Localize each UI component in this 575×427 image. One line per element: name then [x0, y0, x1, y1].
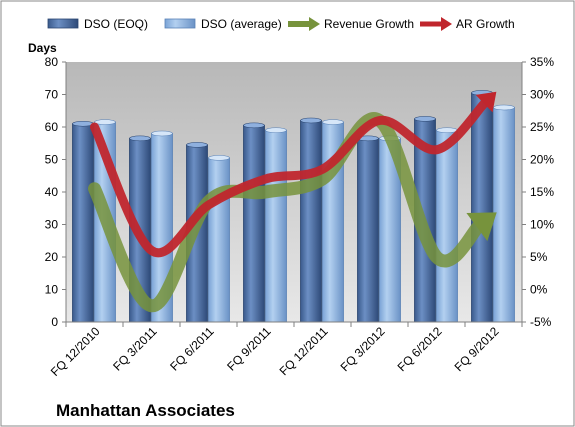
y-tick-left-label: 0	[51, 315, 58, 329]
y-tick-right-label: -5%	[530, 315, 552, 329]
arrowhead-revenue-growth	[466, 212, 497, 242]
y-tick-left-label: 50	[45, 153, 59, 167]
y-tick-left-label: 40	[45, 185, 59, 199]
legend: DSO (EOQ) DSO (average) Revenue Growth AR G…	[47, 17, 515, 31]
legend-item-dso-eoq-: DSO (EOQ)	[47, 17, 148, 31]
legend-swatch	[164, 18, 196, 29]
chart-title: Manhattan Associates	[56, 401, 235, 420]
bar-dso-average--6	[436, 127, 458, 323]
legend-item-dso-average-: DSO (average)	[164, 17, 282, 31]
bar-dso-eoq--5	[357, 135, 379, 323]
y-tick-left-label: 20	[45, 250, 59, 264]
lines-layer	[88, 91, 497, 313]
y-axis-title: Days	[28, 41, 57, 55]
y-tick-right-label: 35%	[530, 55, 554, 69]
y-tick-left-label: 60	[45, 120, 59, 134]
legend-label: Revenue Growth	[324, 17, 414, 31]
legend-label: DSO (average)	[201, 17, 282, 31]
y-tick-left-label: 10	[45, 283, 59, 297]
y-tick-right-label: 5%	[530, 250, 548, 264]
y-tick-left-label: 30	[45, 218, 59, 232]
legend-label: AR Growth	[456, 17, 515, 31]
bar-dso-eoq--0	[72, 120, 94, 323]
y-tick-right-label: 0%	[530, 283, 548, 297]
bar-dso-average--2	[208, 155, 230, 323]
bar-dso-average--3	[265, 127, 287, 323]
y-tick-right-label: 30%	[530, 88, 554, 102]
y-tick-left-label: 80	[45, 55, 59, 69]
y-tick-right-label: 25%	[530, 120, 554, 134]
bar-dso-eoq--4	[300, 117, 322, 323]
y-tick-right-label: 15%	[530, 185, 554, 199]
bar-dso-average--7	[493, 104, 515, 323]
legend-swatch	[47, 18, 79, 29]
legend-item-revenue-growth: Revenue Growth	[288, 17, 414, 31]
bar-dso-eoq--3	[243, 122, 265, 323]
y-tick-left-label: 70	[45, 88, 59, 102]
legend-item-ar-growth: AR Growth	[420, 17, 515, 31]
line-ar-growth	[90, 91, 497, 258]
bar-dso-eoq--7	[471, 90, 493, 323]
y-tick-right-label: 20%	[530, 153, 554, 167]
legend-label: DSO (EOQ)	[84, 17, 148, 31]
y-tick-right-label: 10%	[530, 218, 554, 232]
arrowhead-ar-growth	[475, 91, 497, 113]
